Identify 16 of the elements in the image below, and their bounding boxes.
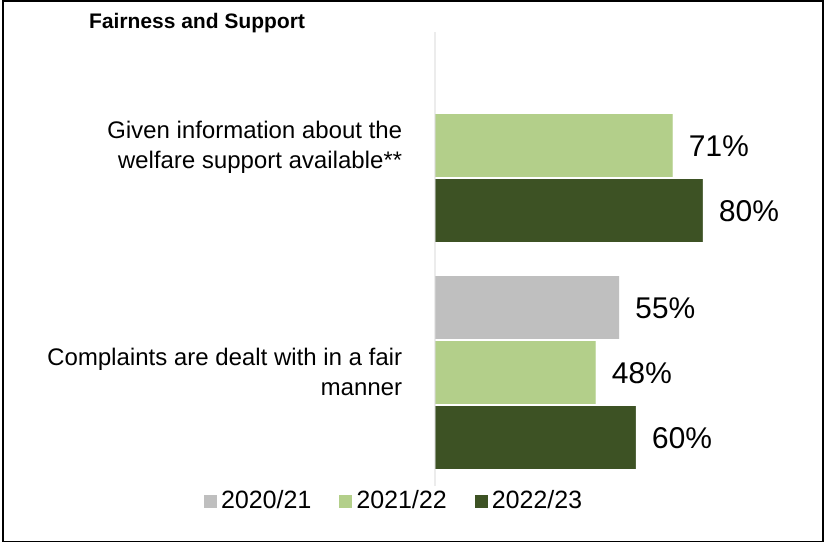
bar <box>435 114 673 177</box>
legend-label: 2020/21 <box>220 486 312 514</box>
y-tick-label: Complaints are dealt with in a fair manner <box>47 342 402 402</box>
data-label: 48% <box>612 357 672 390</box>
data-label: 60% <box>652 422 712 456</box>
text: Fairness and Support <box>89 10 305 34</box>
bar <box>435 276 620 339</box>
bar <box>435 179 703 242</box>
data-label: 80% <box>718 195 779 228</box>
data-label: 55% <box>635 292 696 326</box>
legend-label: 2021/22 <box>356 486 447 514</box>
legend-label: 2022/23 <box>492 486 582 514</box>
bar <box>435 341 596 404</box>
y-tick-label: Given information about the welfare support available** <box>106 116 402 176</box>
data-label: 71% <box>688 130 749 164</box>
bar <box>435 406 636 469</box>
